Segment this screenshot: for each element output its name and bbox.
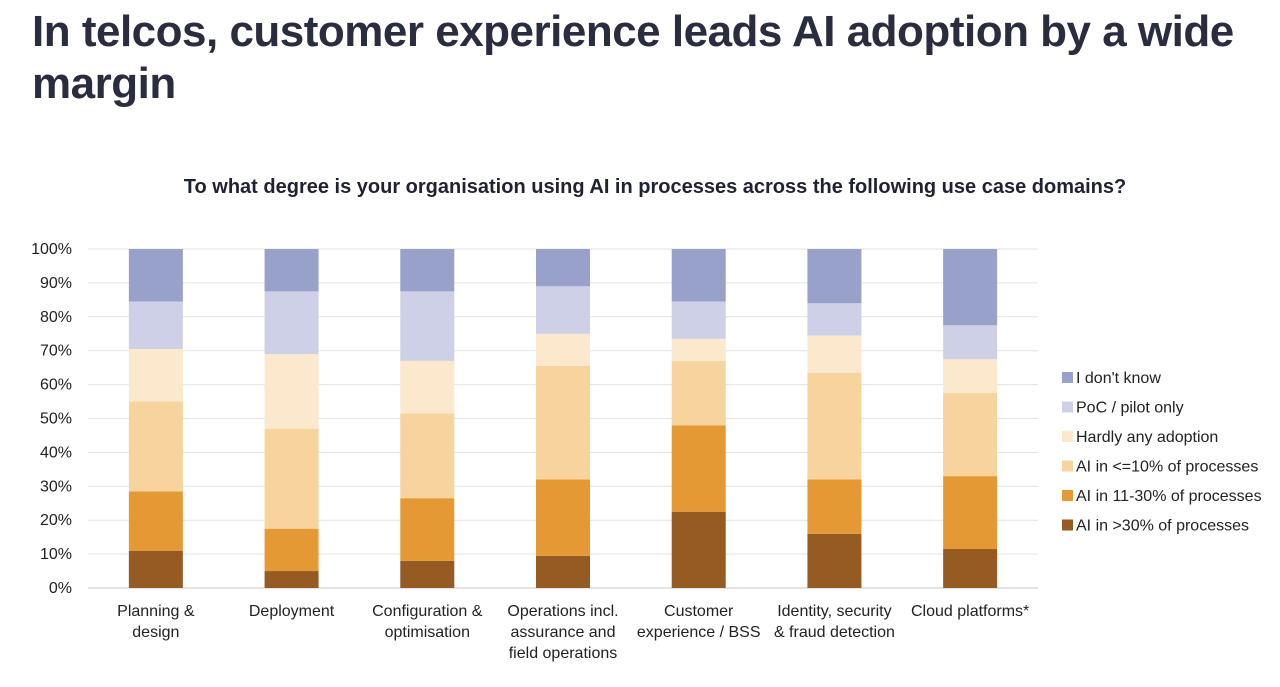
x-category-label: Identity, security & fraud detection [774,603,895,641]
bar-segment [536,479,590,556]
legend-item: Hardly any adoption [1062,429,1218,446]
bar-segment [536,555,590,588]
legend-label: AI in 11-30% of processes [1076,488,1262,505]
bar-segment [671,360,726,426]
bar-segment [671,425,726,512]
bar-segment [671,511,726,588]
bar-segment [536,365,590,480]
legend-label: PoC / pilot only [1076,400,1184,417]
x-category-label-line: Planning & [117,603,195,620]
bar-segment [943,393,998,477]
bar-segment [943,325,998,360]
x-category-label-line: Configuration & [372,603,483,620]
bar-segment [264,528,319,572]
bar-segment [400,498,455,561]
bar-segment [264,428,319,529]
bar-segment [943,476,998,550]
bar-segment [128,491,183,551]
x-category-label-line: Identity, security [777,603,891,620]
x-category-label-line: Customer [664,603,734,620]
legend-label: Hardly any adoption [1076,429,1218,446]
legend-swatch [1062,401,1073,413]
legend-label: AI in <=10% of processes [1076,459,1258,476]
x-category-label: Customer experience / BSS [637,603,761,641]
bar-segment [400,291,455,361]
legend-label: AI in >30% of processes [1076,518,1249,535]
x-category-label-line: design [132,624,179,641]
x-category-label: Operations incl. assurance and field opera… [507,603,618,662]
legend-item: AI in 11-30% of processes [1062,488,1262,505]
x-category-label: Cloud platforms* [911,603,1029,620]
y-tick-label: 40% [40,444,72,461]
bar-segment [807,335,862,373]
legend-item: PoC / pilot only [1062,400,1184,417]
bar-segment [128,349,183,402]
y-axis-ticks: 0% 10% 20% 30% 40% 50% 60% 70% 80% 90% 100% [31,241,72,597]
y-tick-label: 10% [40,546,72,563]
legend-item: I don't know [1062,370,1161,387]
x-category-label-line: field operations [509,645,618,662]
bar-segment [264,571,319,588]
legend-swatch [1062,490,1073,501]
bar-segment [807,303,862,336]
bar-segment [943,549,998,588]
y-tick-label: 90% [40,275,72,292]
bar-segment [400,413,455,499]
x-category-label-line: optimisation [385,624,470,641]
legend-label: I don't know [1076,370,1161,387]
x-category-label-line: Deployment [249,603,335,620]
x-category-label: Planning & design [117,603,195,641]
bar-segment [807,533,862,588]
legend-swatch [1062,431,1073,442]
bar-segment [400,249,455,292]
bar-segment [264,291,319,355]
bar-segment [128,249,183,302]
bar-segment [264,354,319,429]
bar-segment [671,301,726,339]
y-tick-label: 80% [40,309,72,326]
y-tick-label: 70% [40,343,72,360]
y-tick-label: 100% [31,241,72,258]
bar-segment [943,249,998,326]
y-tick-label: 20% [40,512,72,529]
x-category-label-line: experience / BSS [637,624,761,641]
bar-segment [807,249,862,304]
bar-segment [671,338,726,361]
bar-segment [943,359,998,394]
y-tick-label: 60% [40,377,72,394]
bar-segment [536,286,590,334]
bar-segment [536,333,590,366]
legend-swatch [1062,372,1073,383]
x-category-label: Deployment [249,603,335,620]
x-axis-labels: Planning & design Deployment Configuration … [117,603,1029,662]
bars [128,249,998,588]
legend-swatch [1062,519,1073,531]
x-category-label-line: Operations incl. [507,603,618,620]
bar-segment [400,360,455,414]
y-tick-label: 30% [40,478,72,495]
y-tick-label: 50% [40,411,72,428]
bar-segment [807,479,862,534]
x-category-label-line: & fraud detection [774,624,895,641]
legend-swatch [1062,460,1073,472]
x-category-label-line: assurance and [511,624,616,641]
y-tick-label: 0% [49,580,72,597]
bar-segment [671,249,726,302]
bar-segment [400,560,455,588]
legend-item: AI in <=10% of processes [1062,459,1258,476]
bar-segment [536,249,590,287]
slide-title: In telcos, customer experience leads AI … [32,7,1234,108]
bar-segment [807,372,862,480]
bar-segment [264,249,319,292]
bar-segment [128,301,183,350]
legend: I don't know PoC / pilot only Hardly any a… [1062,370,1262,535]
bar-segment [128,550,183,588]
bar-segment [128,401,183,492]
x-category-label-line: Cloud platforms* [911,603,1029,620]
x-category-label: Configuration & optimisation [372,603,483,641]
chart-title: To what degree is your organisation usin… [183,176,1127,198]
legend-item: AI in >30% of processes [1062,518,1249,535]
